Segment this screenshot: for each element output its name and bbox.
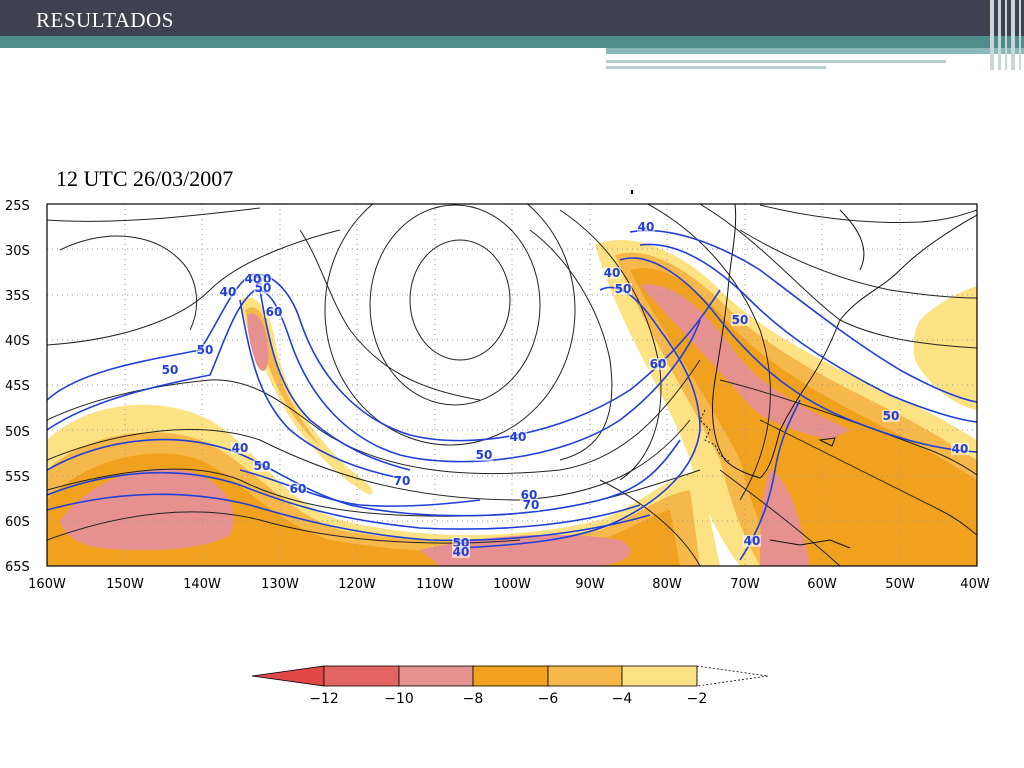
legend-tick: −8 bbox=[463, 691, 484, 707]
contour-label-bg bbox=[509, 431, 527, 443]
contour-label: 40 bbox=[510, 430, 527, 444]
header-bar bbox=[0, 0, 1024, 36]
legend-tick: −4 bbox=[612, 691, 633, 707]
contour-label-bg bbox=[196, 344, 214, 356]
legend-tick: −6 bbox=[538, 691, 559, 707]
contour-label-bg bbox=[603, 267, 621, 279]
lat-label: 40S bbox=[5, 334, 30, 349]
contour-label-bg bbox=[649, 358, 667, 370]
lat-label: 65S bbox=[5, 560, 30, 575]
legend-swatch bbox=[547, 665, 623, 687]
contour-label: 40 bbox=[220, 285, 237, 299]
legend-tick: −10 bbox=[384, 691, 414, 707]
lat-label: 55S bbox=[5, 470, 30, 485]
contour-label-bg bbox=[244, 273, 262, 285]
legend-swatch bbox=[323, 665, 400, 687]
teal-band-accent bbox=[606, 48, 1024, 54]
contour-label: 50 bbox=[254, 459, 271, 473]
contour-label: 50 bbox=[615, 282, 632, 296]
legend-ticks: −12 −10 −8 −6 −4 −2 bbox=[309, 691, 707, 707]
lon-label: 80W bbox=[652, 577, 682, 590]
lat-label: 60S bbox=[5, 515, 30, 530]
lon-label: 150W bbox=[106, 577, 144, 590]
contour-label-bg bbox=[882, 410, 900, 422]
lon-label: 160W bbox=[28, 577, 66, 590]
color-legend: −12 −10 −8 −6 −4 −2 bbox=[0, 660, 1024, 714]
contour-label: 40 bbox=[604, 266, 621, 280]
legend-tick: −2 bbox=[687, 691, 708, 707]
contour-label-bg bbox=[731, 314, 749, 326]
contour-label-bg bbox=[289, 483, 307, 495]
contour-label-bg bbox=[265, 306, 283, 318]
lat-label: 45S bbox=[5, 379, 30, 394]
map-timestamp: 12 UTC 26/03/2007 bbox=[56, 166, 234, 191]
contour-label: 70 bbox=[394, 474, 411, 488]
contour-label: 40 bbox=[232, 441, 249, 455]
contour-label-bg bbox=[231, 442, 249, 454]
contour-label: 60 bbox=[650, 357, 667, 371]
lon-label: 60W bbox=[807, 577, 837, 590]
contour-label: 60 bbox=[290, 482, 307, 496]
legend-min-arrow bbox=[251, 665, 325, 687]
contour-label: 40 bbox=[638, 220, 655, 234]
lat-label: 25S bbox=[5, 199, 30, 214]
lon-label: 120W bbox=[338, 577, 376, 590]
contour-label-bg bbox=[520, 489, 538, 501]
color-legend-svg: −12 −10 −8 −6 −4 −2 bbox=[251, 665, 769, 707]
contour-label-bg bbox=[393, 475, 411, 487]
contour-label-bg bbox=[614, 283, 632, 295]
slide-title: RESULTADOS bbox=[36, 8, 174, 32]
teal-band bbox=[0, 36, 1024, 48]
contour-label: 40 bbox=[245, 272, 262, 286]
contour-label: 50 bbox=[883, 409, 900, 423]
contour-label: 40 bbox=[453, 545, 470, 559]
decorative-stripes bbox=[990, 0, 1024, 70]
lon-label: 140W bbox=[183, 577, 221, 590]
contour-labels: 4050504060505040506070405060705040404050… bbox=[161, 220, 969, 559]
lon-axis-labels: 160W 150W 140W 130W 120W 110W 100W 90W 8… bbox=[28, 577, 990, 592]
lat-label: 50S bbox=[5, 425, 30, 440]
contour-label-bg bbox=[161, 364, 179, 376]
lon-label: 40W bbox=[960, 577, 990, 590]
contour-label-bg bbox=[219, 286, 237, 298]
contour-label-bg bbox=[743, 535, 761, 547]
decorative-lines bbox=[606, 56, 1024, 70]
lon-label: 130W bbox=[261, 577, 299, 590]
lon-label: 110W bbox=[416, 577, 454, 590]
contour-label: 70 bbox=[523, 498, 540, 512]
contour-label: 50 bbox=[162, 363, 179, 377]
contour-label: 40 bbox=[744, 534, 761, 548]
lat-label: 30S bbox=[5, 244, 30, 259]
weather-map: 40 50 50 40 60 50 50 40 50 60 70 40 50 60 70 50 40 40 40 50… bbox=[0, 190, 1024, 594]
contour-label-bg bbox=[475, 449, 493, 461]
contour-label-bg bbox=[452, 546, 470, 558]
contour-label: 60 bbox=[266, 305, 283, 319]
lon-label: 100W bbox=[493, 577, 531, 590]
lon-label: 70W bbox=[730, 577, 760, 590]
legend-max-arrow bbox=[696, 665, 769, 687]
map-frame bbox=[46, 203, 978, 567]
contour-label-bg bbox=[637, 221, 655, 233]
contour-label-bg bbox=[951, 443, 969, 455]
lon-label: 50W bbox=[885, 577, 915, 590]
contour-label-bg bbox=[253, 460, 271, 472]
weather-map-svg: 4050504060505040506070405060705040404050… bbox=[5, 190, 990, 592]
lat-axis-labels: 25S 30S 35S 40S 45S 50S 55S 60S 65S bbox=[5, 199, 30, 575]
contour-label: 40 bbox=[952, 442, 969, 456]
contour-label: 50 bbox=[197, 343, 214, 357]
legend-swatch bbox=[621, 665, 698, 687]
contour-label: 60 bbox=[521, 488, 538, 502]
contour-label: 50 bbox=[476, 448, 493, 462]
contour-label: 50 bbox=[732, 313, 749, 327]
legend-swatch bbox=[398, 665, 474, 687]
lon-label: 90W bbox=[575, 577, 605, 590]
legend-swatch bbox=[472, 665, 549, 687]
legend-tick: −12 bbox=[309, 691, 339, 707]
lat-label: 35S bbox=[5, 289, 30, 304]
graticule bbox=[47, 204, 977, 566]
coastline bbox=[699, 204, 977, 549]
contour-label-bg bbox=[522, 499, 540, 511]
